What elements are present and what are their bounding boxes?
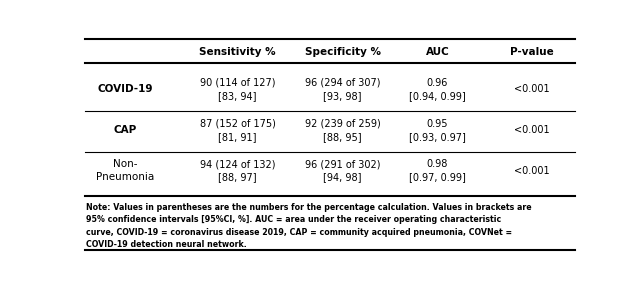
Text: 0.98
[0.97, 0.99]: 0.98 [0.97, 0.99] — [409, 159, 466, 182]
Text: AUC: AUC — [426, 47, 450, 57]
Text: 87 (152 of 175)
[81, 91]: 87 (152 of 175) [81, 91] — [200, 119, 276, 142]
Text: Note: Values in parentheses are the numbers for the percentage calculation. Valu: Note: Values in parentheses are the numb… — [86, 203, 532, 249]
Text: Sensitivity %: Sensitivity % — [200, 47, 276, 57]
Text: <0.001: <0.001 — [515, 166, 550, 176]
Text: <0.001: <0.001 — [515, 125, 550, 135]
Text: 96 (294 of 307)
[93, 98]: 96 (294 of 307) [93, 98] — [305, 78, 380, 101]
Text: <0.001: <0.001 — [515, 84, 550, 94]
Text: 0.96
[0.94, 0.99]: 0.96 [0.94, 0.99] — [409, 78, 466, 101]
Text: 94 (124 of 132)
[88, 97]: 94 (124 of 132) [88, 97] — [200, 159, 276, 182]
Text: COVID-19: COVID-19 — [98, 84, 153, 94]
Text: 0.95
[0.93, 0.97]: 0.95 [0.93, 0.97] — [409, 119, 466, 142]
Text: P-value: P-value — [510, 47, 554, 57]
Text: CAP: CAP — [114, 125, 137, 135]
Text: 90 (114 of 127)
[83, 94]: 90 (114 of 127) [83, 94] — [200, 78, 276, 101]
Text: Specificity %: Specificity % — [305, 47, 381, 57]
Text: 92 (239 of 259)
[88, 95]: 92 (239 of 259) [88, 95] — [305, 119, 381, 142]
Text: Non-
Pneumonia: Non- Pneumonia — [97, 159, 155, 182]
Text: 96 (291 of 302)
[94, 98]: 96 (291 of 302) [94, 98] — [305, 159, 380, 182]
